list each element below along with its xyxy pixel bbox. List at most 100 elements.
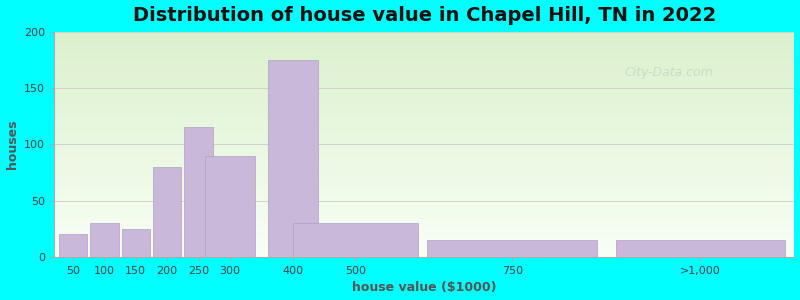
Bar [54,70,794,72]
Bar [54,158,794,160]
Bar [153,167,182,257]
Bar [54,106,794,108]
Bar [54,212,794,214]
Bar [54,88,794,90]
Bar [54,167,794,169]
Bar [54,162,794,164]
Bar [616,240,785,257]
Bar [54,101,794,104]
Bar [54,41,794,43]
Bar [54,137,794,140]
Bar [54,144,794,146]
Bar [54,74,794,77]
Bar [54,90,794,92]
Bar [54,133,794,135]
Bar [54,187,794,189]
Bar [54,255,794,257]
Bar [54,38,794,41]
Bar [54,248,794,250]
Bar [54,219,794,221]
Bar [54,252,794,255]
Bar [54,214,794,216]
Bar [54,45,794,47]
Bar [54,128,794,131]
Bar [54,50,794,52]
Bar [54,164,794,167]
Bar [54,207,794,210]
Bar [54,185,794,187]
Bar [54,34,794,36]
Bar [54,119,794,122]
Bar [54,52,794,54]
Bar [90,223,118,257]
Bar [54,241,794,243]
Bar [54,83,794,86]
Bar [54,108,794,110]
Bar [54,110,794,113]
Bar [54,81,794,83]
Bar [54,92,794,95]
Bar [54,178,794,180]
Bar [54,140,794,142]
Bar [54,230,794,232]
Bar [54,221,794,223]
Bar [54,99,794,101]
Bar [54,61,794,63]
Bar [54,97,794,99]
Bar [54,126,794,128]
Bar [54,201,794,203]
Bar [54,135,794,137]
Bar [54,124,794,126]
Bar [54,176,794,178]
Bar [54,142,794,144]
Bar [54,203,794,205]
Bar [54,180,794,182]
Bar [54,198,794,201]
Bar [54,79,794,81]
Bar [54,32,794,34]
Bar [54,43,794,45]
Title: Distribution of house value in Chapel Hill, TN in 2022: Distribution of house value in Chapel Hi… [133,6,716,25]
Bar [54,86,794,88]
Bar [54,63,794,65]
Bar [54,65,794,68]
Bar [54,56,794,59]
Bar [54,149,794,151]
Bar [54,196,794,198]
Bar [54,95,794,97]
Bar [54,194,794,196]
Bar [54,225,794,228]
Bar [205,155,255,257]
Bar [54,192,794,194]
Bar [59,234,87,257]
Bar [54,104,794,106]
Bar [54,77,794,79]
Bar [54,250,794,252]
Bar [54,234,794,237]
Bar [54,205,794,207]
Bar [54,122,794,124]
Bar [54,189,794,192]
Bar [54,113,794,115]
Bar [54,246,794,248]
Bar [54,239,794,241]
Bar [54,153,794,155]
Bar [54,146,794,149]
Bar [293,223,418,257]
Bar [54,210,794,212]
Bar [267,60,318,257]
Bar [54,59,794,61]
Bar [54,228,794,230]
Bar [54,171,794,173]
Bar [54,173,794,176]
Bar [54,182,794,185]
Bar [54,117,794,119]
Bar [122,229,150,257]
Bar [54,155,794,158]
Bar [54,54,794,56]
Bar [54,72,794,74]
Text: City-Data.com: City-Data.com [624,66,713,79]
X-axis label: house value ($1000): house value ($1000) [352,281,497,294]
Bar [54,223,794,225]
Bar [54,232,794,234]
